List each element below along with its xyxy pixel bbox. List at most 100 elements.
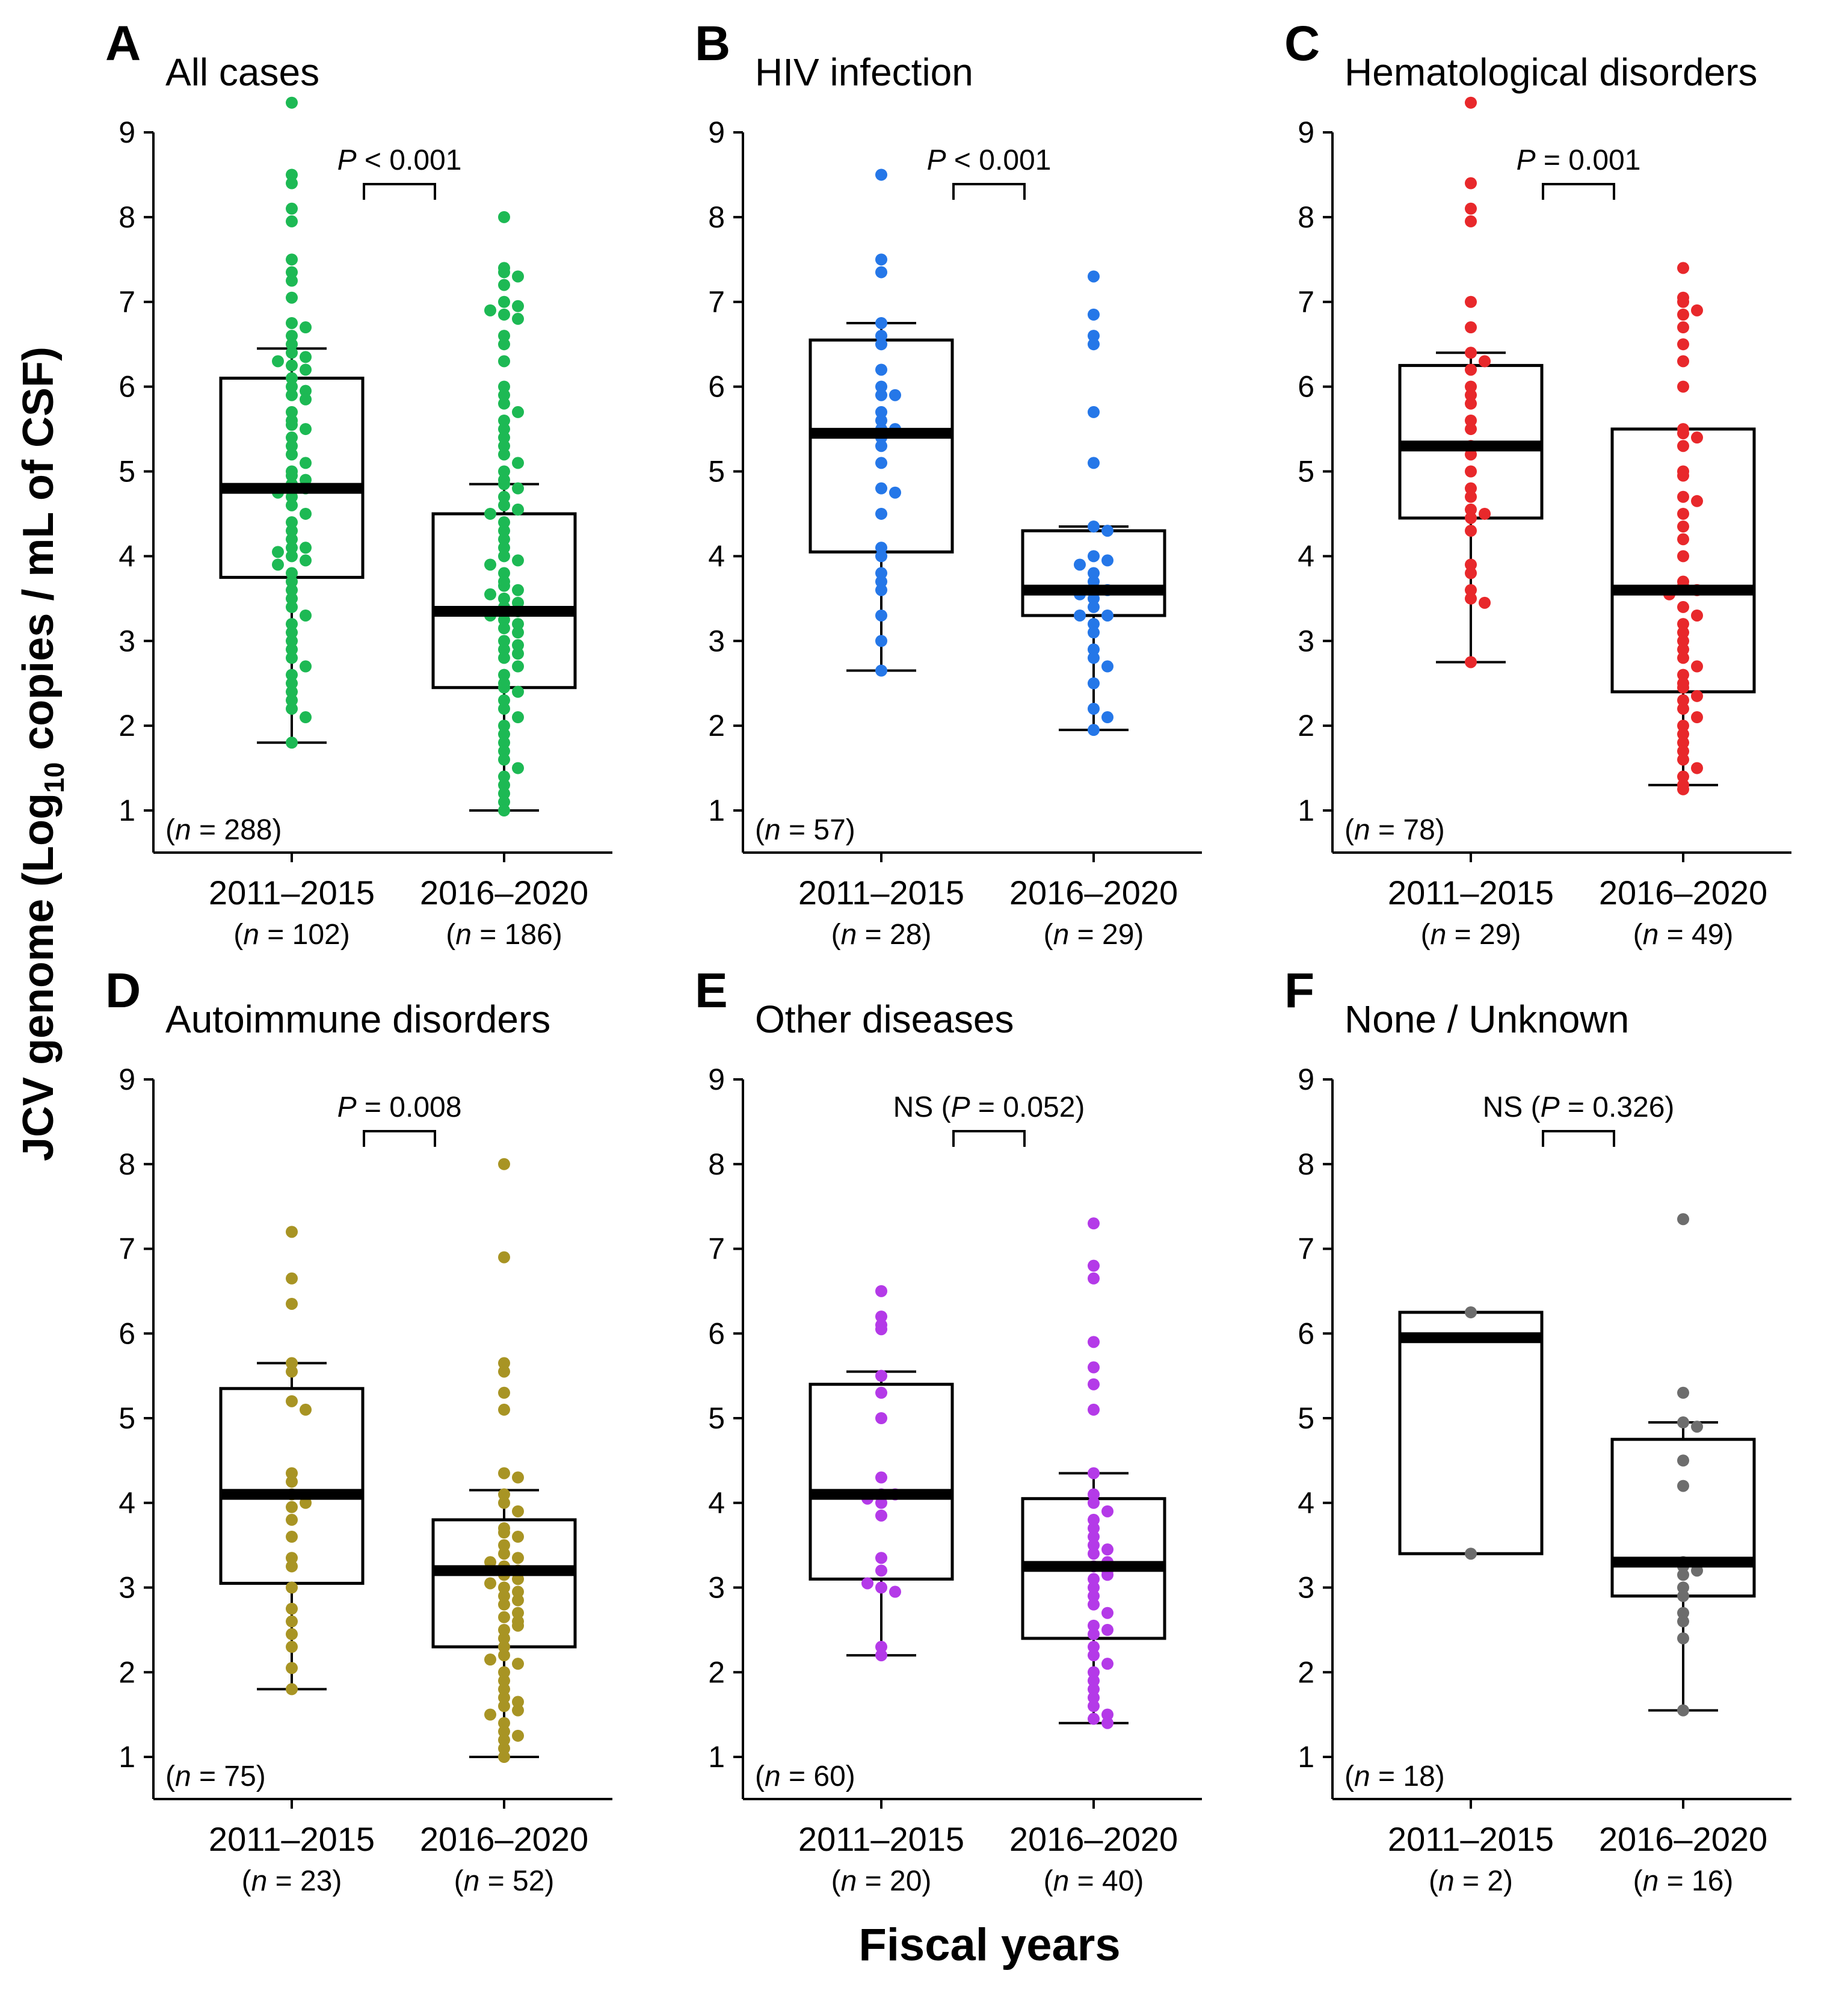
- data-point: [1088, 1467, 1100, 1480]
- data-point: [286, 1560, 298, 1573]
- data-point: [875, 1552, 887, 1564]
- y-tick-label: 9: [1298, 1063, 1314, 1096]
- data-point: [512, 596, 524, 609]
- y-tick-label: 4: [708, 1486, 725, 1520]
- group-n-label: (n = 28): [831, 919, 932, 951]
- data-point: [286, 736, 298, 749]
- data-point: [1677, 321, 1689, 334]
- data-point: [875, 567, 887, 579]
- data-point: [286, 516, 298, 529]
- data-point: [286, 266, 298, 279]
- data-point: [1677, 694, 1689, 706]
- data-point: [1088, 1590, 1100, 1602]
- data-point: [875, 330, 887, 342]
- total-n-label: (n = 78): [1344, 814, 1445, 846]
- data-point: [1677, 1454, 1689, 1467]
- total-n-label: (n = 75): [165, 1761, 266, 1792]
- data-point: [498, 499, 510, 511]
- data-point: [498, 516, 510, 529]
- data-point: [1101, 609, 1113, 622]
- data-point: [512, 1552, 524, 1564]
- data-point: [1677, 668, 1689, 681]
- y-tick-label: 1: [708, 794, 725, 827]
- data-point: [512, 503, 524, 516]
- data-point: [875, 440, 887, 452]
- data-point: [512, 639, 524, 652]
- data-point: [1677, 1480, 1689, 1492]
- data-point: [300, 457, 312, 469]
- box: [808, 1383, 954, 1581]
- y-tick-label: 5: [1298, 1401, 1314, 1435]
- group-n-label: (n = 16): [1633, 1865, 1734, 1897]
- y-tick-label: 4: [119, 1486, 135, 1520]
- data-point: [286, 1297, 298, 1310]
- data-point: [1465, 414, 1477, 427]
- data-point: [1677, 380, 1689, 393]
- data-point: [300, 384, 312, 397]
- x-tick-label: 2016–2020: [1599, 1820, 1767, 1858]
- data-point: [498, 1733, 510, 1746]
- data-point: [1465, 525, 1477, 537]
- data-point: [272, 558, 284, 571]
- x-tick-label: 2016–2020: [1599, 874, 1767, 912]
- data-point: [286, 584, 298, 596]
- data-point: [1465, 656, 1477, 668]
- data-point: [498, 295, 510, 308]
- data-point: [861, 1577, 873, 1590]
- y-tick-label: 2: [708, 709, 725, 742]
- y-tick-label: 9: [119, 116, 135, 149]
- data-point: [498, 389, 510, 401]
- y-tick-label: 9: [708, 116, 725, 149]
- data-point: [512, 660, 524, 673]
- data-point: [1088, 1539, 1100, 1552]
- data-point: [1677, 681, 1689, 694]
- panel-letter: D: [105, 963, 141, 1018]
- data-point: [286, 389, 298, 401]
- data-point: [875, 1386, 887, 1399]
- data-point: [875, 1509, 887, 1522]
- data-point: [498, 1700, 510, 1712]
- group-n-label: (n = 29): [1421, 919, 1521, 951]
- data-point: [286, 440, 298, 452]
- data-point: [498, 702, 510, 715]
- data-point: [512, 1573, 524, 1585]
- data-point: [286, 1365, 298, 1378]
- data-point: [1677, 427, 1689, 440]
- data-point: [1677, 1569, 1689, 1581]
- data-point: [512, 647, 524, 660]
- data-point: [300, 363, 312, 376]
- data-point: [1677, 1615, 1689, 1628]
- data-point: [1088, 1403, 1100, 1416]
- data-point: [1691, 431, 1703, 444]
- panel-title: All cases: [165, 51, 319, 94]
- data-point: [1677, 643, 1689, 656]
- data-point: [1677, 720, 1689, 732]
- data-point: [875, 584, 887, 596]
- data-point: [286, 380, 298, 393]
- data-point: [1074, 558, 1086, 571]
- data-point: [1677, 618, 1689, 631]
- data-point: [286, 567, 298, 579]
- data-point: [1101, 660, 1113, 673]
- data-point: [1677, 702, 1689, 715]
- data-point: [1088, 626, 1100, 639]
- y-tick-label: 8: [119, 1147, 135, 1181]
- data-point: [1088, 567, 1100, 579]
- data-point: [286, 1602, 298, 1615]
- data-point: [498, 380, 510, 393]
- data-point: [484, 1577, 496, 1590]
- group-n-label: (n = 52): [454, 1865, 555, 1897]
- data-point: [1088, 677, 1100, 690]
- data-point: [286, 202, 298, 215]
- data-point: [1088, 1683, 1100, 1696]
- data-point: [1465, 295, 1477, 308]
- data-point: [875, 1649, 887, 1662]
- data-point: [1677, 262, 1689, 274]
- data-point: [1088, 1649, 1100, 1662]
- group-2: 2016–2020 (n = 16): [1599, 1213, 1767, 1897]
- data-point: [1465, 96, 1477, 109]
- data-point: [512, 618, 524, 631]
- data-point: [286, 330, 298, 342]
- data-point: [1101, 1623, 1113, 1636]
- data-point: [1088, 406, 1100, 418]
